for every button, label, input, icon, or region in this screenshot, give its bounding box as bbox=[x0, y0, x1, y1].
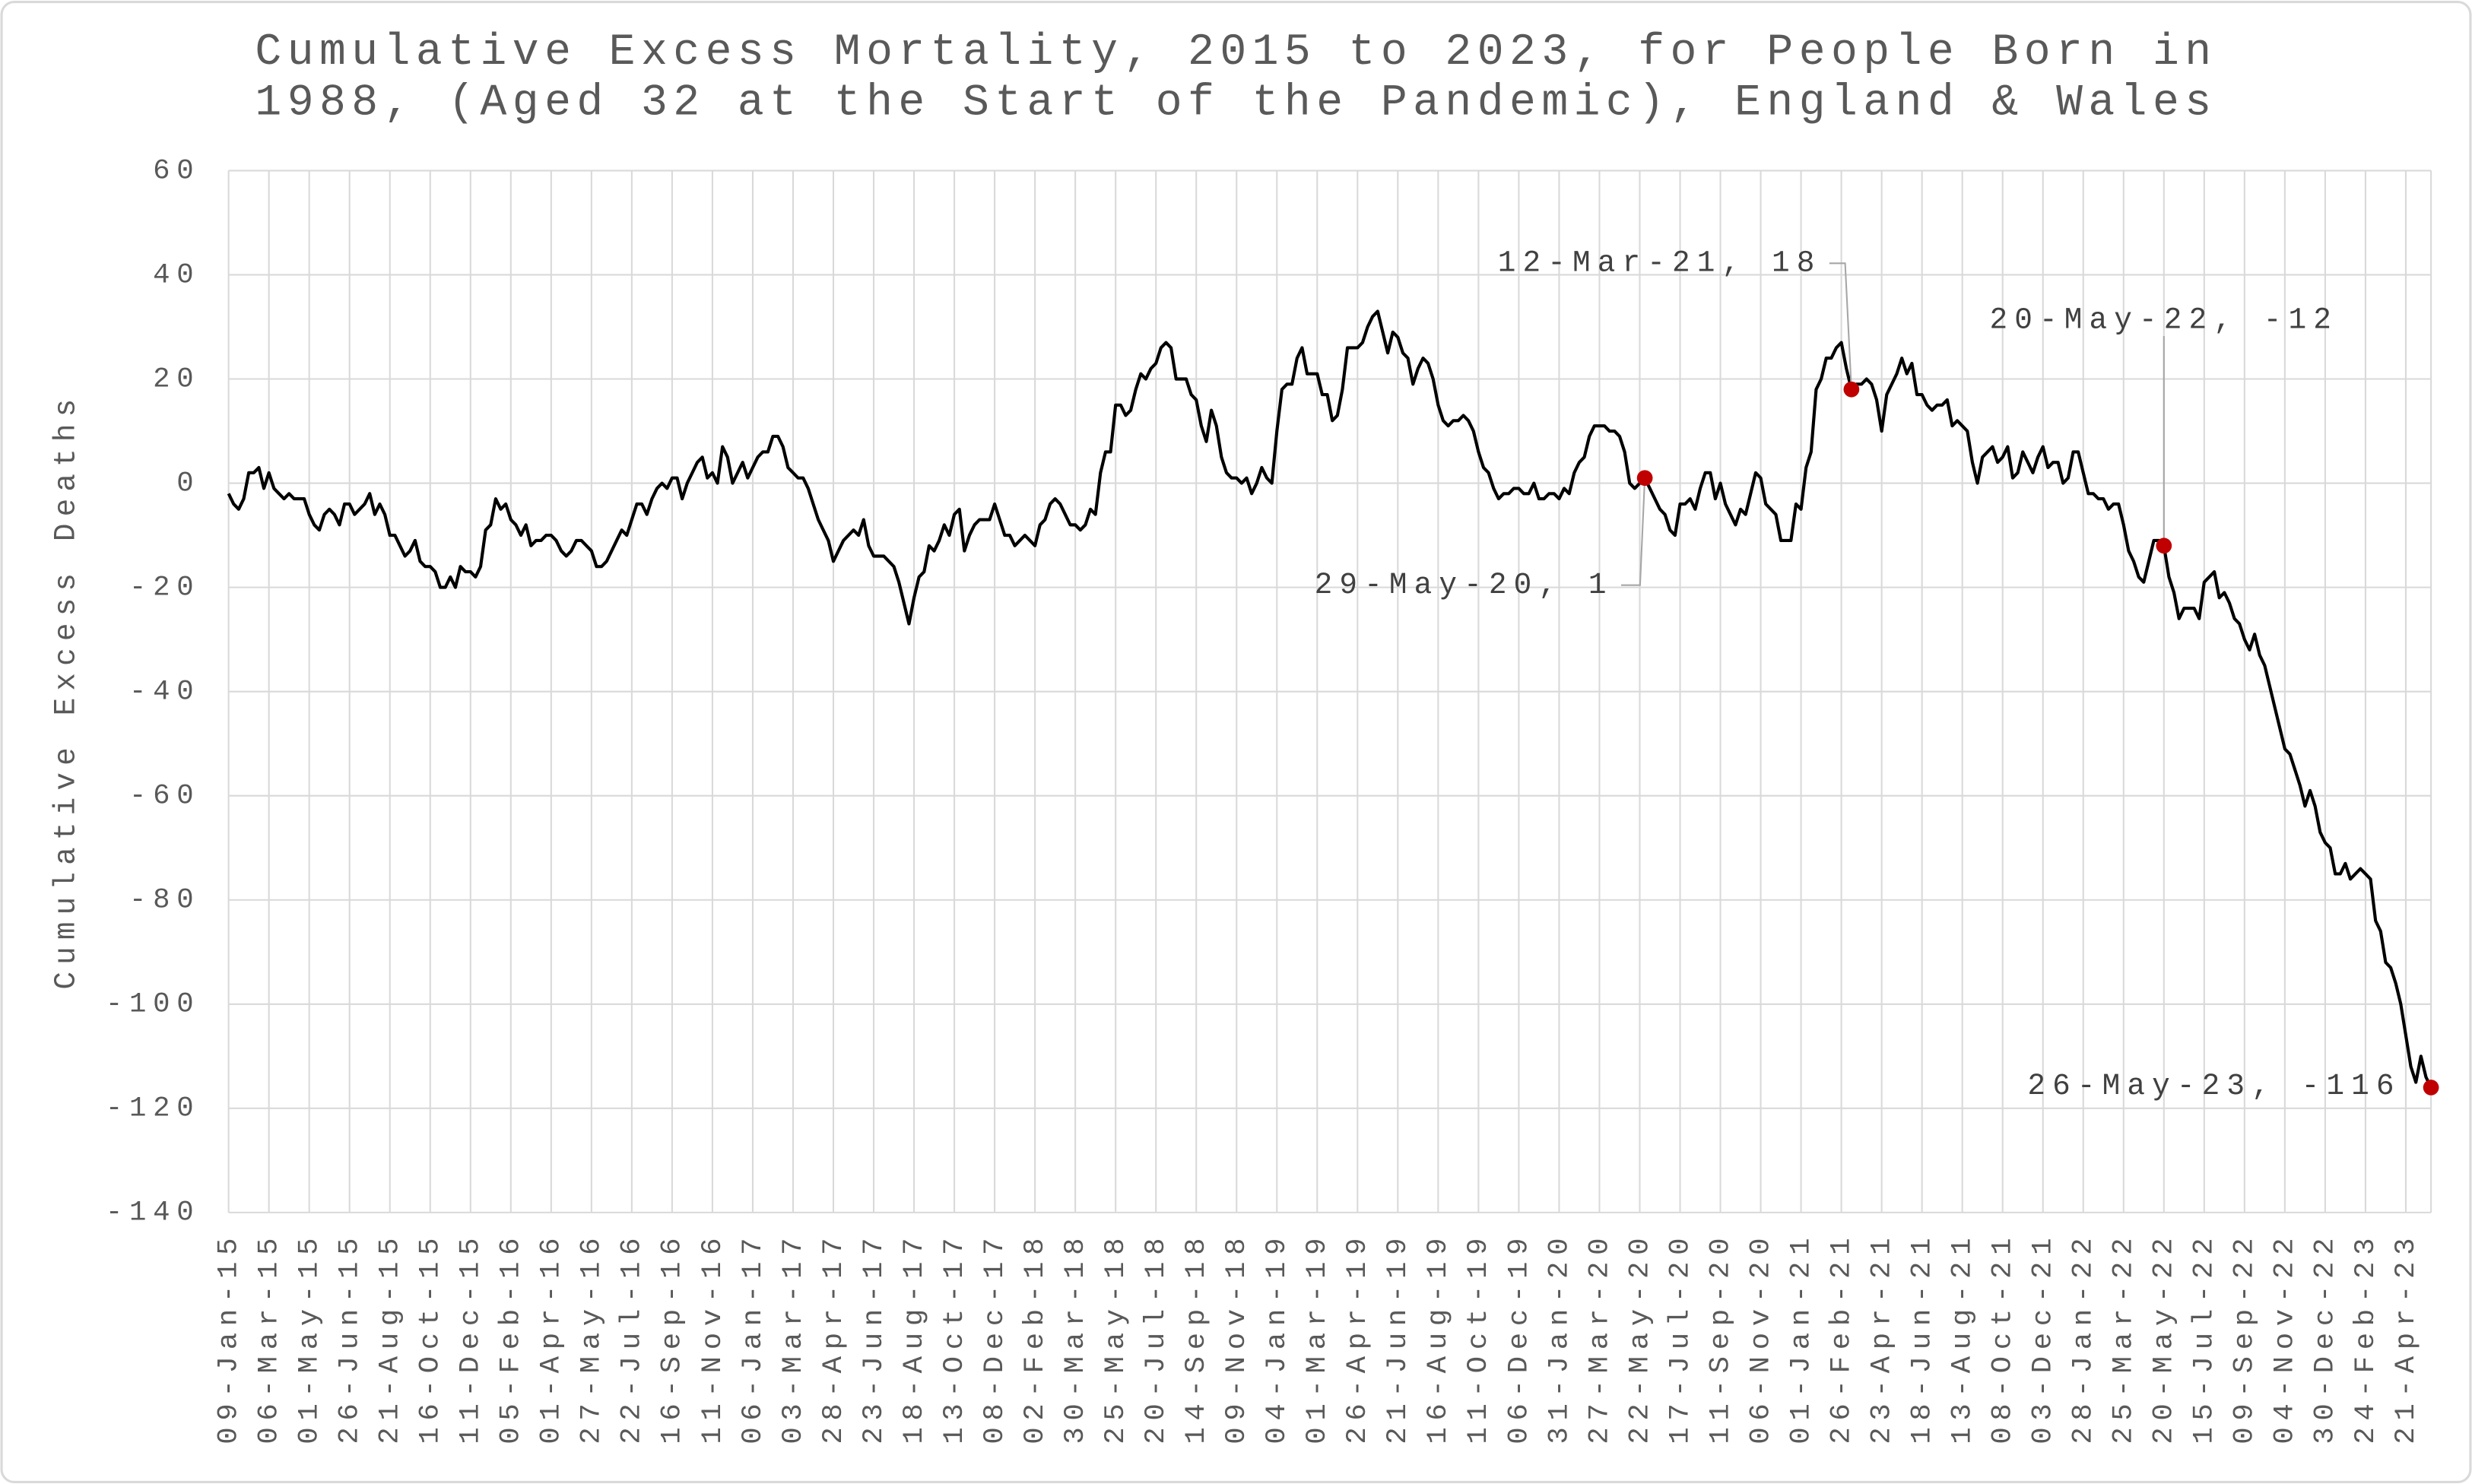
y-tick-label: -140 bbox=[106, 1197, 200, 1229]
y-tick-label: -100 bbox=[106, 989, 200, 1021]
x-tick-label: 16-Aug-19 bbox=[1423, 1232, 1455, 1444]
x-tick-label: 20-Jul-18 bbox=[1141, 1232, 1173, 1444]
x-tick-label: 22-May-20 bbox=[1624, 1232, 1656, 1444]
x-tick-label: 25-May-18 bbox=[1100, 1232, 1132, 1444]
annotation-label: 20-May-22, -12 bbox=[1990, 303, 2339, 338]
x-tick-label: 08-Dec-17 bbox=[979, 1232, 1011, 1444]
x-tick-label: 03-Mar-17 bbox=[778, 1232, 810, 1444]
x-tick-label: 04-Jan-19 bbox=[1261, 1232, 1293, 1444]
x-tick-label: 06-Mar-15 bbox=[254, 1232, 286, 1444]
highlight-marker bbox=[1843, 381, 1860, 398]
x-tick-label: 21-Aug-15 bbox=[375, 1232, 407, 1444]
y-tick-label: -60 bbox=[129, 781, 200, 813]
x-tick-label: 22-Jul-16 bbox=[617, 1232, 649, 1444]
x-tick-label: 11-Oct-19 bbox=[1463, 1232, 1495, 1444]
x-tick-label: 01-Apr-16 bbox=[536, 1232, 568, 1444]
annotation-label: 12-Mar-21, 18 bbox=[1498, 246, 1822, 281]
x-tick-label: 11-Sep-20 bbox=[1705, 1232, 1737, 1444]
x-tick-label: 04-Nov-22 bbox=[2270, 1232, 2302, 1444]
annotation-leader bbox=[1621, 477, 1646, 586]
x-tick-label: 01-Mar-19 bbox=[1302, 1232, 1334, 1444]
x-tick-label: 01-May-15 bbox=[294, 1232, 326, 1444]
x-tick-label: 28-Apr-17 bbox=[818, 1232, 850, 1444]
x-tick-label: 18-Jun-21 bbox=[1907, 1232, 1939, 1444]
x-tick-label: 24-Feb-23 bbox=[2350, 1232, 2382, 1444]
x-tick-label: 21-Jun-19 bbox=[1382, 1232, 1414, 1444]
x-tick-label: 01-Jan-21 bbox=[1785, 1232, 1817, 1444]
x-tick-label: 06-Nov-20 bbox=[1745, 1232, 1777, 1444]
annotation-label: 29-May-20, 1 bbox=[1315, 568, 1614, 602]
x-tick-label: 16-Oct-15 bbox=[415, 1232, 447, 1444]
x-tick-label: 30-Dec-22 bbox=[2310, 1232, 2342, 1444]
highlight-marker bbox=[2156, 537, 2172, 554]
x-tick-label: 13-Oct-17 bbox=[939, 1232, 971, 1444]
x-tick-label: 02-Feb-18 bbox=[1020, 1232, 1052, 1444]
x-tick-label: 26-Apr-19 bbox=[1342, 1232, 1374, 1444]
x-tick-label: 26-Jun-15 bbox=[335, 1232, 367, 1444]
x-tick-label: 26-Feb-21 bbox=[1826, 1232, 1858, 1444]
x-tick-label: 31-Jan-20 bbox=[1544, 1232, 1576, 1444]
x-tick-label: 16-Sep-16 bbox=[657, 1232, 689, 1444]
y-tick-label: 0 bbox=[176, 468, 200, 499]
x-tick-label: 21-Apr-23 bbox=[2391, 1232, 2423, 1444]
y-tick-label: -40 bbox=[129, 677, 200, 709]
y-tick-label: -80 bbox=[129, 885, 200, 917]
x-tick-label: 23-Jun-17 bbox=[858, 1232, 890, 1444]
x-tick-label: 28-Jan-22 bbox=[2068, 1232, 2100, 1444]
x-tick-label: 06-Jan-17 bbox=[738, 1232, 770, 1444]
x-tick-label: 11-Nov-16 bbox=[697, 1232, 729, 1444]
x-tick-label: 23-Apr-21 bbox=[1866, 1232, 1898, 1444]
y-tick-label: -120 bbox=[106, 1093, 200, 1125]
x-tick-label: 27-May-16 bbox=[576, 1232, 608, 1444]
x-tick-label: 15-Jul-22 bbox=[2189, 1232, 2221, 1444]
x-tick-label: 05-Feb-16 bbox=[496, 1232, 528, 1444]
x-tick-label: 18-Aug-17 bbox=[899, 1232, 931, 1444]
x-tick-label: 13-Aug-21 bbox=[1947, 1232, 1979, 1444]
y-axis-label: Cumulative Excess Deaths bbox=[49, 392, 83, 990]
x-tick-label: 03-Dec-21 bbox=[2028, 1232, 2060, 1444]
highlight-marker bbox=[1636, 470, 1653, 487]
x-tick-label: 27-Mar-20 bbox=[1584, 1232, 1616, 1444]
y-tick-label: 20 bbox=[153, 363, 200, 395]
x-tick-label: 30-Mar-18 bbox=[1060, 1232, 1092, 1444]
x-tick-label: 09-Sep-22 bbox=[2229, 1232, 2261, 1444]
chart-title: 1988, (Aged 32 at the Start of the Pande… bbox=[255, 79, 2217, 128]
y-tick-label: 40 bbox=[153, 259, 200, 291]
y-tick-label: 60 bbox=[153, 155, 200, 187]
x-tick-label: 25-Mar-22 bbox=[2109, 1232, 2140, 1444]
x-tick-label: 20-May-22 bbox=[2149, 1232, 2181, 1444]
x-tick-label: 17-Jul-20 bbox=[1664, 1232, 1696, 1444]
highlight-marker bbox=[2423, 1080, 2439, 1096]
y-tick-label: -20 bbox=[129, 572, 200, 604]
x-tick-label: 11-Dec-15 bbox=[455, 1232, 487, 1444]
chart-title: Cumulative Excess Mortality, 2015 to 202… bbox=[255, 28, 2217, 78]
data-line bbox=[227, 309, 2432, 1089]
annotation-label: 26-May-23, -116 bbox=[2027, 1069, 2401, 1103]
x-tick-label: 08-Oct-21 bbox=[1988, 1232, 2020, 1444]
annotation-leader bbox=[1829, 262, 1852, 390]
x-tick-label: 06-Dec-19 bbox=[1503, 1232, 1535, 1444]
x-tick-label: 14-Sep-18 bbox=[1181, 1232, 1213, 1444]
x-tick-label: 09-Jan-15 bbox=[213, 1232, 245, 1444]
x-tick-label: 09-Nov-18 bbox=[1221, 1232, 1253, 1444]
